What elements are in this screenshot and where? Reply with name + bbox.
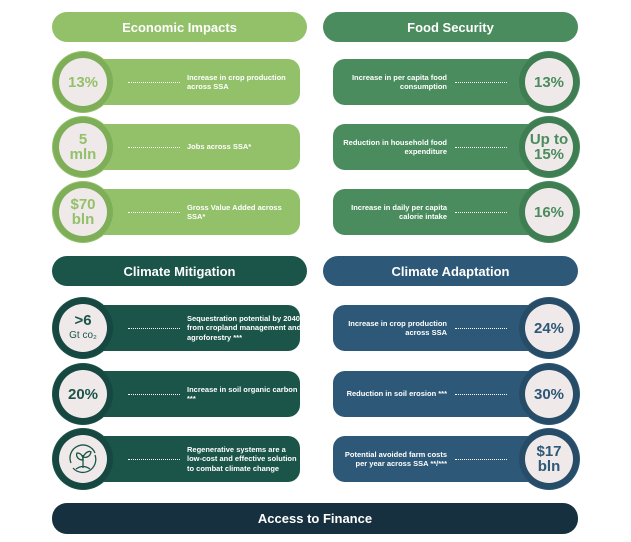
value-circle: Up to 15% <box>525 123 573 171</box>
value-circle: 16% <box>525 188 573 236</box>
dotted-connector <box>128 82 180 83</box>
adaptation-card <box>333 436 550 482</box>
description-text: Reduction in soil erosion *** <box>346 389 447 399</box>
metric-value: 16% <box>533 203 565 221</box>
metric-value: 13% <box>533 73 565 91</box>
metric-description: Increase in crop production across SSA <box>187 59 302 105</box>
metric-value: 24% <box>533 319 565 337</box>
metric-value: Up to <box>529 131 569 148</box>
food-card <box>333 189 550 235</box>
description-text: Regenerative systems are a low-cost and … <box>187 444 297 473</box>
description-text: Sequestration potential by 2040 from cro… <box>187 313 302 342</box>
seedling-cycle-icon <box>59 435 107 483</box>
description-text: Increase in crop production across SSA <box>187 72 286 92</box>
dotted-connector <box>455 212 507 213</box>
metric-unit: mln <box>69 146 97 163</box>
dotted-connector <box>128 147 180 148</box>
metric-description: Increase in soil organic carbon *** <box>187 371 302 417</box>
dotted-connector <box>455 82 507 83</box>
metric-description: Sequestration potential by 2040 from cro… <box>187 305 302 351</box>
section-title: Climate Adaptation <box>391 263 510 279</box>
metric-description: Regenerative systems are a low-cost and … <box>187 436 302 482</box>
metric-value: 20% <box>67 385 99 403</box>
metric-value: 13% <box>67 73 99 91</box>
food-header: Food Security <box>323 12 578 42</box>
metric-unit: 15% <box>533 146 565 163</box>
value-circle: $70 bln <box>59 188 107 236</box>
section-title: Economic Impacts <box>122 19 237 35</box>
adaptation-card <box>333 305 550 351</box>
economic-header: Economic Impacts <box>52 12 307 42</box>
value-circle: $17 bln <box>525 435 573 483</box>
dotted-connector <box>455 328 507 329</box>
section-title: Climate Mitigation <box>123 263 236 279</box>
metric-description: Increase in daily per capita calorie int… <box>332 189 447 235</box>
adaptation-header: Climate Adaptation <box>323 256 578 286</box>
food-card <box>333 124 550 170</box>
value-circle: 5 mln <box>59 123 107 171</box>
metric-description: Jobs across SSA* <box>187 124 302 170</box>
section-title: Food Security <box>407 19 494 35</box>
dotted-connector <box>128 459 180 460</box>
metric-unit: Gt co₂ <box>69 330 97 341</box>
metric-description: Increase in crop production across SSA <box>332 305 447 351</box>
dotted-connector <box>128 394 180 395</box>
description-text: Increase in crop production across SSA <box>348 318 447 338</box>
metric-value: 5 <box>78 131 88 148</box>
metric-value: 30% <box>533 385 565 403</box>
mitigation-header: Climate Mitigation <box>52 256 307 286</box>
metric-description: Reduction in household food expenditure <box>332 124 447 170</box>
dotted-connector <box>455 459 507 460</box>
description-text: Increase in daily per capita calorie int… <box>351 202 447 222</box>
description-text: Increase in soil organic carbon *** <box>187 384 298 404</box>
value-circle: >6 Gt co₂ <box>59 304 107 352</box>
description-text: Gross Value Added across SSA* <box>187 202 282 222</box>
metric-unit: bln <box>71 211 95 228</box>
adaptation-card <box>333 371 550 417</box>
description-text: Jobs across SSA* <box>187 142 252 152</box>
metric-description: Increase in per capita food consumption <box>332 59 447 105</box>
dotted-connector <box>455 394 507 395</box>
access-to-finance-banner: Access to Finance <box>52 503 578 534</box>
value-circle: 13% <box>525 58 573 106</box>
description-text: Reduction in household food expenditure <box>343 137 447 157</box>
value-circle: 24% <box>525 304 573 352</box>
metric-value: $70 <box>70 196 96 213</box>
description-text: Increase in per capita food consumption <box>351 72 447 92</box>
dotted-connector <box>455 147 507 148</box>
food-card <box>333 59 550 105</box>
metric-description: Gross Value Added across SSA* <box>187 189 302 235</box>
metric-unit: bln <box>537 458 561 475</box>
description-text: Potential avoided farm costs per year ac… <box>344 449 447 469</box>
value-circle: 13% <box>59 58 107 106</box>
value-circle: 30% <box>525 370 573 418</box>
metric-value: $17 <box>536 443 562 460</box>
footer-title: Access to Finance <box>257 511 373 526</box>
metric-description: Potential avoided farm costs per year ac… <box>332 436 447 482</box>
value-circle: 20% <box>59 370 107 418</box>
metric-value: >6 <box>74 312 92 329</box>
metric-description: Reduction in soil erosion *** <box>332 371 447 417</box>
dotted-connector <box>128 328 180 329</box>
dotted-connector <box>128 212 180 213</box>
